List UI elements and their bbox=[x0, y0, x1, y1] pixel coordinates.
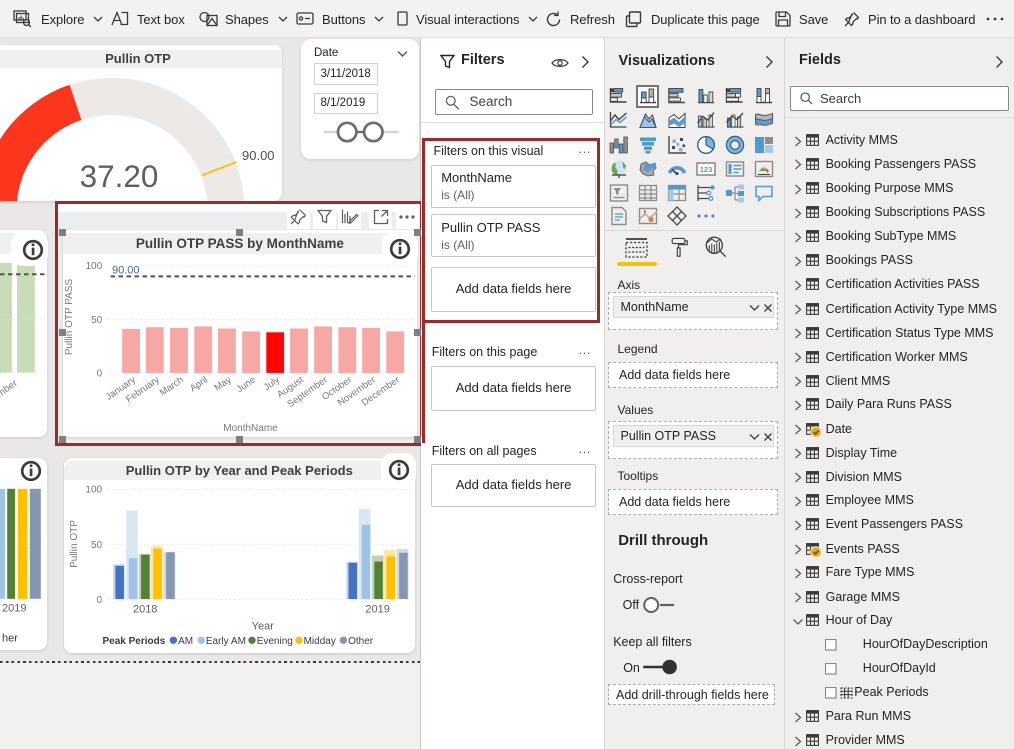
svg-text:Early AM: Early AM bbox=[205, 636, 245, 647]
svg-text:June: June bbox=[234, 374, 257, 395]
svg-text:90.00: 90.00 bbox=[242, 148, 275, 163]
svg-text:100: 100 bbox=[85, 485, 102, 496]
svg-text:Peak Periods: Peak Periods bbox=[102, 636, 165, 647]
svg-text:123: 123 bbox=[700, 165, 713, 174]
svg-text:90.00: 90.00 bbox=[112, 265, 140, 277]
svg-text:50: 50 bbox=[91, 315, 103, 326]
svg-text:2019: 2019 bbox=[365, 604, 389, 616]
svg-text:her: her bbox=[2, 632, 18, 644]
svg-text:MonthName: MonthName bbox=[223, 423, 278, 434]
svg-text:Pullin OTP: Pullin OTP bbox=[69, 520, 80, 568]
svg-text:March: March bbox=[157, 374, 185, 398]
svg-text:Other: Other bbox=[348, 636, 374, 647]
svg-text:100: 100 bbox=[85, 261, 102, 272]
svg-text:Midday: Midday bbox=[303, 636, 335, 647]
svg-text:Evening: Evening bbox=[256, 636, 292, 647]
svg-text:Pullin OTP PASS: Pullin OTP PASS bbox=[64, 279, 75, 356]
svg-text:April: April bbox=[188, 374, 210, 394]
svg-text:AM: AM bbox=[178, 636, 193, 647]
svg-text:50: 50 bbox=[91, 540, 103, 551]
svg-text:Year: Year bbox=[251, 620, 274, 632]
svg-text:37.20: 37.20 bbox=[80, 158, 159, 194]
svg-text:0: 0 bbox=[96, 595, 102, 606]
svg-text:2018: 2018 bbox=[133, 604, 157, 616]
svg-text:0: 0 bbox=[96, 368, 102, 379]
svg-text:mber: mber bbox=[0, 378, 20, 400]
svg-text:May: May bbox=[212, 374, 233, 393]
svg-text:2019: 2019 bbox=[2, 602, 26, 614]
